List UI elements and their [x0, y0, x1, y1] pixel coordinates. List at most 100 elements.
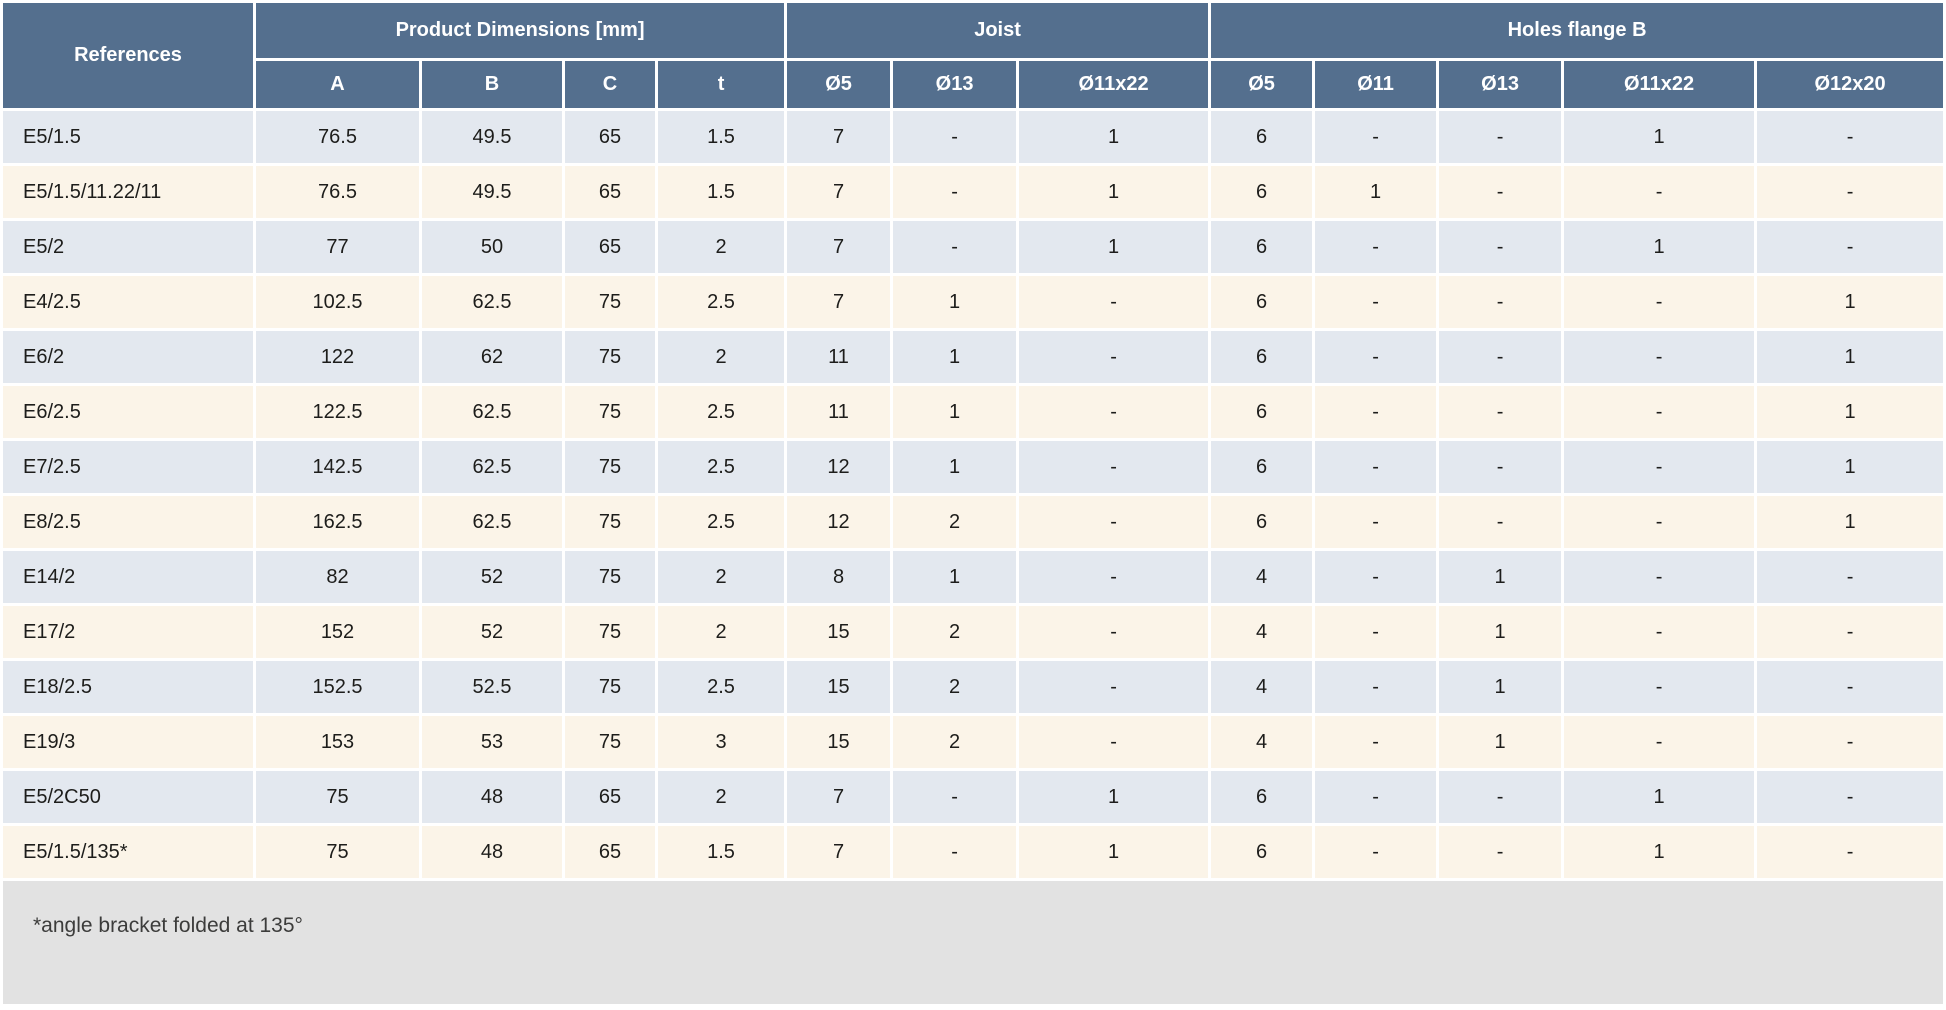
value-cell: 2	[658, 331, 785, 383]
reference-cell: E4/2.5	[3, 276, 253, 328]
value-cell: -	[1315, 221, 1437, 273]
col-header-joist-d11x22: Ø11x22	[1019, 61, 1209, 108]
value-cell: 1	[1564, 826, 1755, 878]
value-cell: -	[1564, 661, 1755, 713]
value-cell: 1	[1564, 771, 1755, 823]
value-cell: -	[1019, 441, 1209, 493]
value-cell: -	[1757, 221, 1944, 273]
value-cell: 1	[1439, 606, 1562, 658]
value-cell: 7	[787, 166, 891, 218]
value-cell: 6	[1211, 496, 1313, 548]
value-cell: -	[1315, 826, 1437, 878]
value-cell: 2	[893, 661, 1017, 713]
table-row: E5/2C50 75 48 65 2 7-1 6- -1-	[3, 771, 1944, 823]
value-cell: -	[1439, 771, 1562, 823]
value-cell: -	[1315, 111, 1437, 163]
value-cell: 1	[1757, 496, 1944, 548]
value-cell: 75	[565, 606, 655, 658]
value-cell: 76.5	[256, 111, 419, 163]
col-header-flangeb-d12x20: Ø12x20	[1757, 61, 1944, 108]
value-cell: -	[1757, 826, 1944, 878]
value-cell: -	[1315, 331, 1437, 383]
reference-cell: E5/1.5/135*	[3, 826, 253, 878]
value-cell: -	[1315, 661, 1437, 713]
value-cell: 7	[787, 276, 891, 328]
value-cell: 4	[1211, 551, 1313, 603]
value-cell: 53	[422, 716, 562, 768]
value-cell: 1	[893, 386, 1017, 438]
value-cell: 52.5	[422, 661, 562, 713]
value-cell: -	[1757, 166, 1944, 218]
value-cell: -	[1315, 716, 1437, 768]
reference-cell: E5/2C50	[3, 771, 253, 823]
value-cell: 1	[893, 276, 1017, 328]
value-cell: 122.5	[256, 386, 419, 438]
value-cell: -	[1019, 386, 1209, 438]
value-cell: 2.5	[658, 386, 785, 438]
value-cell: 2	[893, 496, 1017, 548]
value-cell: 65	[565, 221, 655, 273]
value-cell: -	[893, 166, 1017, 218]
reference-cell: E6/2	[3, 331, 253, 383]
value-cell: -	[1439, 166, 1562, 218]
value-cell: 15	[787, 716, 891, 768]
value-cell: 52	[422, 551, 562, 603]
value-cell: 1.5	[658, 166, 785, 218]
value-cell: -	[1315, 276, 1437, 328]
col-header-c: C	[565, 61, 655, 108]
table-row: E17/2 152 52 75 2 15 2-4-1- -	[3, 606, 1944, 658]
value-cell: -	[893, 111, 1017, 163]
value-cell: -	[893, 826, 1017, 878]
value-cell: 1	[1439, 716, 1562, 768]
value-cell: 50	[422, 221, 562, 273]
reference-cell: E8/2.5	[3, 496, 253, 548]
value-cell: 6	[1211, 221, 1313, 273]
value-cell: -	[1564, 331, 1755, 383]
reference-cell: E14/2	[3, 551, 253, 603]
table-row: E5/2 77 50 65 2 7-1 6- -1-	[3, 221, 1944, 273]
table-row: E6/2.5 122.5 62.5 75 2.5 11 1-6- - -1	[3, 386, 1944, 438]
value-cell: 2.5	[658, 441, 785, 493]
value-cell: -	[893, 771, 1017, 823]
value-cell: -	[1564, 441, 1755, 493]
value-cell: 75	[565, 661, 655, 713]
value-cell: 75	[256, 771, 419, 823]
value-cell: 1	[1019, 221, 1209, 273]
value-cell: 6	[1211, 441, 1313, 493]
value-cell: 1	[1439, 551, 1562, 603]
value-cell: 75	[565, 551, 655, 603]
table-row: E19/3 153 53 75 3 15 2-4-1- -	[3, 716, 1944, 768]
table-row: E6/2 122 62 75 2 11 1-6- - -1	[3, 331, 1944, 383]
value-cell: 2	[658, 221, 785, 273]
value-cell: 49.5	[422, 111, 562, 163]
value-cell: 15	[787, 606, 891, 658]
value-cell: 3	[658, 716, 785, 768]
value-cell: -	[1315, 496, 1437, 548]
value-cell: 76.5	[256, 166, 419, 218]
value-cell: -	[1019, 551, 1209, 603]
col-header-flangeb-d13: Ø13	[1439, 61, 1562, 108]
value-cell: 122	[256, 331, 419, 383]
col-header-b: B	[422, 61, 562, 108]
value-cell: 65	[565, 166, 655, 218]
value-cell: -	[1439, 441, 1562, 493]
value-cell: 2.5	[658, 496, 785, 548]
footnote-text: *angle bracket folded at 135°	[33, 914, 303, 937]
value-cell: 75	[565, 276, 655, 328]
value-cell: -	[1757, 771, 1944, 823]
value-cell: -	[1019, 331, 1209, 383]
value-cell: 49.5	[422, 166, 562, 218]
value-cell: 6	[1211, 771, 1313, 823]
value-cell: 12	[787, 496, 891, 548]
value-cell: -	[1757, 111, 1944, 163]
value-cell: 4	[1211, 716, 1313, 768]
value-cell: 6	[1211, 111, 1313, 163]
value-cell: -	[1564, 496, 1755, 548]
value-cell: -	[1564, 716, 1755, 768]
value-cell: 1	[1757, 331, 1944, 383]
value-cell: -	[1315, 551, 1437, 603]
value-cell: 1.5	[658, 826, 785, 878]
group-header-product-dimensions: Product Dimensions [mm]	[256, 3, 785, 58]
reference-cell: E17/2	[3, 606, 253, 658]
table-row: E4/2.5 102.5 62.5 75 2.5 7 1-6- - -1	[3, 276, 1944, 328]
